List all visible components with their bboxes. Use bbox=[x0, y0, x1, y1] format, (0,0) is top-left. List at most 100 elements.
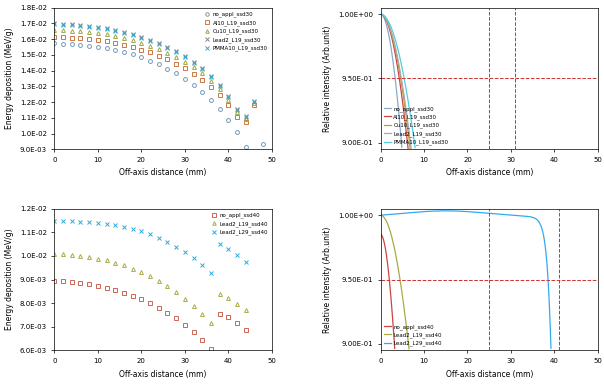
no_appl_ssd40 bbox=[207, 346, 214, 351]
Lead2_L19_ssd40 bbox=[129, 266, 137, 271]
Lead2_L19_ssd30 bbox=[86, 23, 93, 28]
no_appl_ssd30 bbox=[233, 130, 240, 134]
PMMA10_L19_ssd30 bbox=[199, 67, 206, 72]
Line: no_appl_ssd40: no_appl_ssd40 bbox=[53, 279, 248, 351]
no_appl_ssd30 bbox=[112, 48, 119, 52]
Lead2_L29_ssd40 bbox=[432, 209, 440, 213]
Lead2_L19_ssd40 bbox=[173, 290, 180, 295]
Lead2_L19_ssd30 bbox=[155, 41, 162, 45]
Lead2_L29_ssd40 bbox=[181, 249, 188, 254]
Cu10_L19_ssd30 bbox=[155, 47, 162, 51]
no_appl_ssd40 bbox=[146, 301, 153, 305]
Al10_L19_ssd30 bbox=[77, 36, 84, 40]
Lead2_L19_ssd40 bbox=[387, 229, 394, 233]
no_appl_ssd40 bbox=[103, 285, 110, 290]
Lead2_L29_ssd40 bbox=[103, 221, 110, 226]
Lead2_L19_ssd30 bbox=[392, 45, 399, 49]
Lead2_L19_ssd40 bbox=[112, 260, 119, 265]
no_appl_ssd40 bbox=[129, 293, 137, 298]
Al10_L19_ssd30 bbox=[129, 45, 137, 49]
Lead2_L29_ssd40 bbox=[51, 219, 58, 223]
Lead2_L19_ssd40 bbox=[77, 253, 84, 258]
Lead2_L29_ssd40 bbox=[173, 244, 180, 249]
no_appl_ssd40 bbox=[379, 235, 387, 239]
X-axis label: Off-axis distance (mm): Off-axis distance (mm) bbox=[446, 169, 533, 177]
Lead2_L29_ssd40 bbox=[146, 232, 153, 237]
PMMA10_L19_ssd30 bbox=[129, 33, 137, 37]
Al10_L19_ssd30 bbox=[103, 39, 110, 44]
PMMA10_L19_ssd30 bbox=[120, 30, 127, 35]
Lead2_L19_ssd30 bbox=[94, 25, 101, 29]
Al10_L19_ssd30 bbox=[207, 84, 214, 89]
Line: Lead2_L19_ssd30: Lead2_L19_ssd30 bbox=[53, 22, 256, 118]
Lead2_L19_ssd30 bbox=[408, 147, 415, 151]
PMMA10_L19_ssd30 bbox=[242, 115, 249, 119]
Cu10_L19_ssd30 bbox=[181, 59, 188, 64]
Lead2_L29_ssd40 bbox=[216, 242, 223, 246]
no_appl_ssd40 bbox=[77, 281, 84, 285]
Al10_L19_ssd30 bbox=[199, 77, 206, 82]
Al10_L19_ssd30 bbox=[377, 12, 384, 17]
Al10_L19_ssd30 bbox=[233, 115, 240, 119]
Lead2_L19_ssd30 bbox=[181, 54, 188, 59]
no_appl_ssd30 bbox=[173, 71, 180, 76]
Al10_L19_ssd30 bbox=[138, 47, 145, 52]
no_appl_ssd40 bbox=[94, 283, 101, 288]
Line: Cu10_L19_ssd30: Cu10_L19_ssd30 bbox=[53, 28, 256, 121]
no_appl_ssd40 bbox=[190, 330, 197, 334]
Lead2_L19_ssd40 bbox=[146, 274, 153, 279]
Lead2_L19_ssd30 bbox=[77, 23, 84, 27]
no_appl_ssd30 bbox=[94, 44, 101, 49]
Cu10_L19_ssd30 bbox=[138, 40, 145, 45]
Lead2_L19_ssd30 bbox=[59, 22, 66, 26]
PMMA10_L19_ssd30 bbox=[396, 54, 403, 59]
Al10_L19_ssd30 bbox=[181, 66, 188, 70]
Lead2_L19_ssd40 bbox=[377, 213, 384, 218]
no_appl_ssd30 bbox=[207, 98, 214, 102]
Lead2_L19_ssd30 bbox=[251, 99, 258, 104]
Lead2_L19_ssd30 bbox=[164, 45, 171, 49]
Lead2_L19_ssd40 bbox=[68, 253, 76, 257]
Lead2_L19_ssd30 bbox=[68, 22, 76, 27]
no_appl_ssd40 bbox=[155, 305, 162, 310]
Al10_L19_ssd30 bbox=[120, 42, 127, 47]
no_appl_ssd40 bbox=[390, 330, 397, 335]
Line: Lead2_L19_ssd40: Lead2_L19_ssd40 bbox=[53, 252, 248, 325]
no_appl_ssd40 bbox=[216, 311, 223, 316]
no_appl_ssd30 bbox=[225, 117, 232, 122]
no_appl_ssd30 bbox=[138, 55, 145, 60]
Lead2_L19_ssd40 bbox=[400, 302, 407, 307]
Lead2_L29_ssd40 bbox=[242, 259, 249, 264]
Lead2_L19_ssd30 bbox=[190, 60, 197, 64]
PMMA10_L19_ssd30 bbox=[86, 24, 93, 29]
PMMA10_L19_ssd30 bbox=[68, 23, 76, 27]
Lead2_L19_ssd30 bbox=[129, 32, 137, 37]
no_appl_ssd40 bbox=[383, 254, 390, 259]
Line: Lead2_L29_ssd40: Lead2_L29_ssd40 bbox=[53, 219, 248, 275]
Lead2_L29_ssd40 bbox=[155, 236, 162, 240]
Line: no_appl_ssd30: no_appl_ssd30 bbox=[53, 41, 265, 167]
Lead2_L29_ssd40 bbox=[164, 240, 171, 244]
Lead2_L29_ssd40 bbox=[94, 220, 101, 225]
PMMA10_L19_ssd30 bbox=[59, 22, 66, 27]
PMMA10_L19_ssd30 bbox=[233, 108, 240, 112]
Legend: no_appl_ssd30, Al10_L19_ssd30, Cu10_L19_ssd30, Lead2_L19_ssd30, PMMA10_L19_ssd30: no_appl_ssd30, Al10_L19_ssd30, Cu10_L19_… bbox=[203, 10, 269, 52]
Lead2_L19_ssd30 bbox=[146, 37, 153, 42]
no_appl_ssd30 bbox=[388, 47, 395, 51]
Lead2_L29_ssd40 bbox=[513, 213, 520, 218]
Lead2_L19_ssd30 bbox=[103, 26, 110, 31]
Lead2_L19_ssd30 bbox=[233, 107, 240, 112]
no_appl_ssd40 bbox=[173, 316, 180, 321]
no_appl_ssd40 bbox=[199, 337, 206, 342]
Al10_L19_ssd30 bbox=[94, 38, 101, 42]
Al10_L19_ssd30 bbox=[216, 93, 223, 97]
Cu10_L19_ssd30 bbox=[207, 78, 214, 83]
PMMA10_L19_ssd30 bbox=[399, 70, 406, 74]
X-axis label: Off-axis distance (mm): Off-axis distance (mm) bbox=[446, 370, 533, 378]
Lead2_L29_ssd40 bbox=[523, 214, 530, 219]
Lead2_L19_ssd30 bbox=[397, 71, 404, 76]
Cu10_L19_ssd30 bbox=[381, 15, 388, 19]
Lead2_L19_ssd30 bbox=[404, 119, 411, 124]
Line: no_appl_ssd40: no_appl_ssd40 bbox=[381, 234, 394, 348]
Lead2_L19_ssd40 bbox=[120, 263, 127, 268]
